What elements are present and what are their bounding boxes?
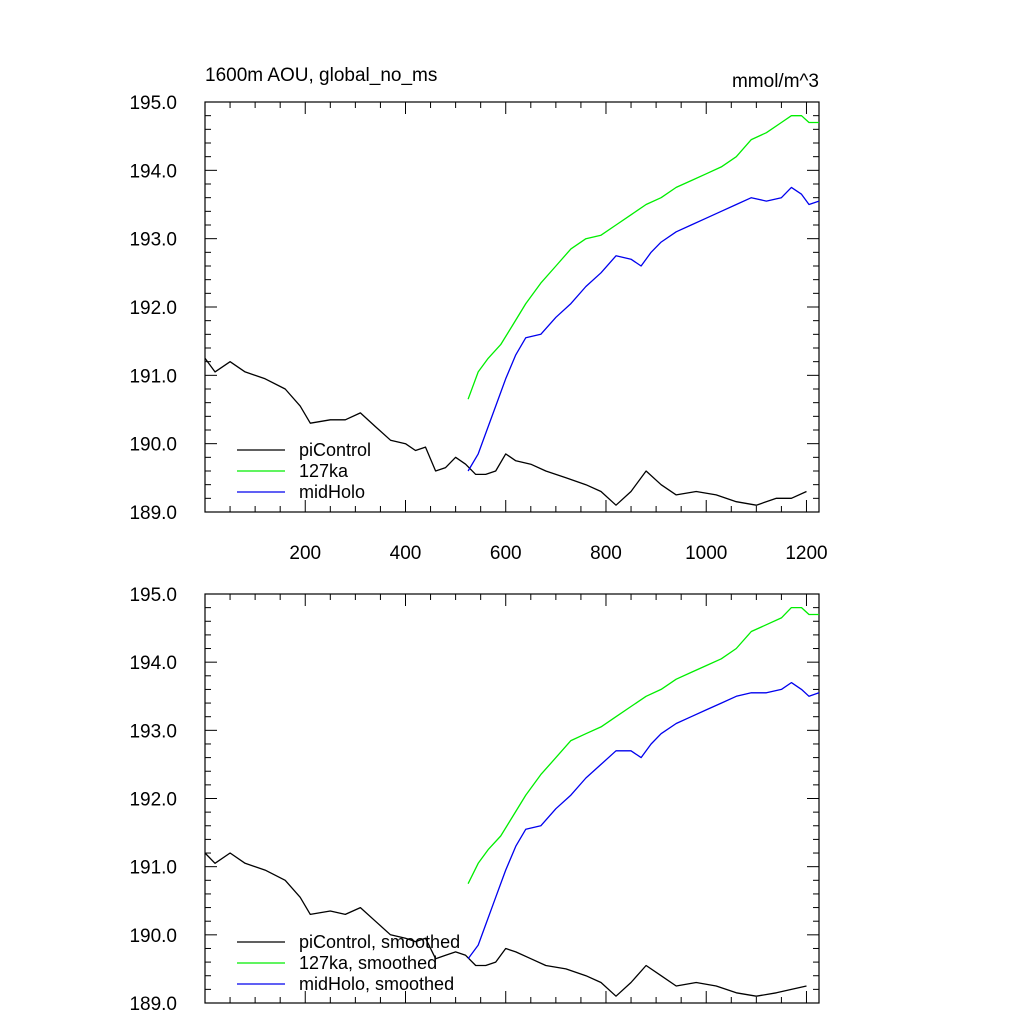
y-tick-label: 193.0 xyxy=(129,721,177,742)
y-tick-label: 192.0 xyxy=(129,298,177,319)
y-tick-label: 189.0 xyxy=(129,503,177,524)
x-tick-label: 800 xyxy=(590,543,622,564)
y-tick-label: 194.0 xyxy=(129,653,177,674)
bottom-panel: 189.0 190.0 191.0 192.0 193.0 194.0 195.0 piCon… xyxy=(129,585,820,1015)
chart-title: 1600m AOU, global_no_ms xyxy=(205,65,437,86)
legend-label: midHolo, smoothed xyxy=(299,974,454,994)
chart-units: mmol/m^3 xyxy=(732,71,819,92)
x-tick-label: 600 xyxy=(490,543,522,564)
y-tick-label: 193.0 xyxy=(129,230,177,251)
series-line-127ka-smoothed xyxy=(467,606,819,884)
y-tick-label: 194.0 xyxy=(129,161,177,182)
x-tick-label: 1200 xyxy=(785,543,827,564)
series-line-127ka xyxy=(467,115,819,400)
y-tick-label: 190.0 xyxy=(129,435,177,456)
top-panel: 200 400 600 800 1000 1200 189.0 190.0 191.0 192.0… xyxy=(129,93,827,564)
y-tick-label: 190.0 xyxy=(129,926,177,947)
y-tick-label: 191.0 xyxy=(129,858,177,879)
series-line-midholo xyxy=(467,186,820,472)
legend-label: midHolo xyxy=(299,482,365,502)
legend-label: 127ka, smoothed xyxy=(299,953,437,973)
legend-label: 127ka xyxy=(299,461,349,481)
series-line-picontrol-smoothed xyxy=(204,852,807,997)
x-tick-label: 400 xyxy=(390,543,422,564)
x-tick-label: 200 xyxy=(289,543,321,564)
series-line-midholo-smoothed xyxy=(467,681,820,960)
legend-label: piControl, smoothed xyxy=(299,932,460,952)
x-tick-label: 1000 xyxy=(685,543,727,564)
y-tick-label: 189.0 xyxy=(129,994,177,1015)
y-tick-label: 195.0 xyxy=(129,93,177,114)
series-line-picontrol xyxy=(204,357,807,506)
legend-label: piControl xyxy=(299,440,371,460)
y-tick-label: 192.0 xyxy=(129,790,177,811)
y-tick-label: 191.0 xyxy=(129,366,177,387)
y-tick-label: 195.0 xyxy=(129,585,177,606)
